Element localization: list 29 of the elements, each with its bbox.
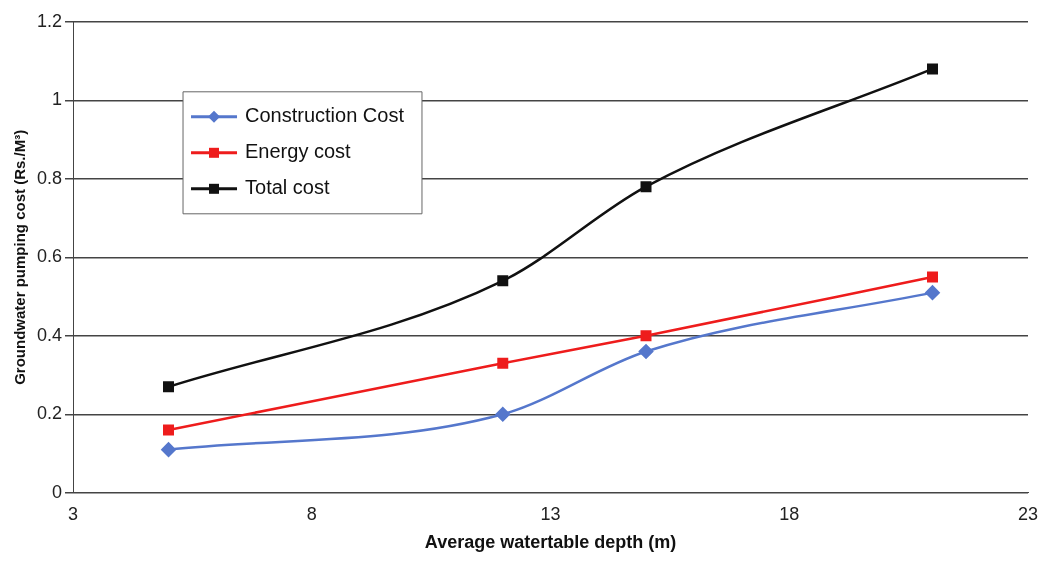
y-tick-label: 1 [52, 89, 63, 110]
x-tick-label: 3 [68, 503, 79, 524]
legend-label: Construction Cost [245, 104, 405, 127]
x-tick-label: 18 [779, 503, 800, 524]
x-tick-label: 23 [1017, 503, 1039, 524]
y-tick-label: 0.2 [36, 403, 63, 424]
point [161, 442, 176, 457]
x-tick-label: 13 [540, 503, 561, 524]
y-tick-label: 1.2 [36, 10, 63, 31]
point [640, 330, 652, 342]
y-tick-label: 0.8 [36, 167, 63, 188]
y-axis-title: Groundwater pumping cost (Rs./M³) [11, 129, 29, 385]
point [497, 357, 509, 369]
point [163, 424, 175, 436]
point [497, 275, 509, 287]
x-axis-title: Average watertable depth (m) [424, 532, 677, 553]
y-tick-label: 0 [52, 481, 63, 502]
legend-label: Energy cost [245, 140, 352, 163]
point [927, 271, 938, 283]
y-tick-label: 0.4 [36, 324, 63, 345]
x-tick-label: 8 [306, 503, 317, 524]
point [638, 344, 654, 359]
point [640, 181, 652, 193]
point [495, 407, 511, 422]
point [927, 63, 938, 75]
point [925, 285, 940, 300]
legend-label: Total cost [245, 176, 330, 199]
point [163, 381, 175, 393]
y-tick-label: 0.6 [36, 246, 63, 267]
